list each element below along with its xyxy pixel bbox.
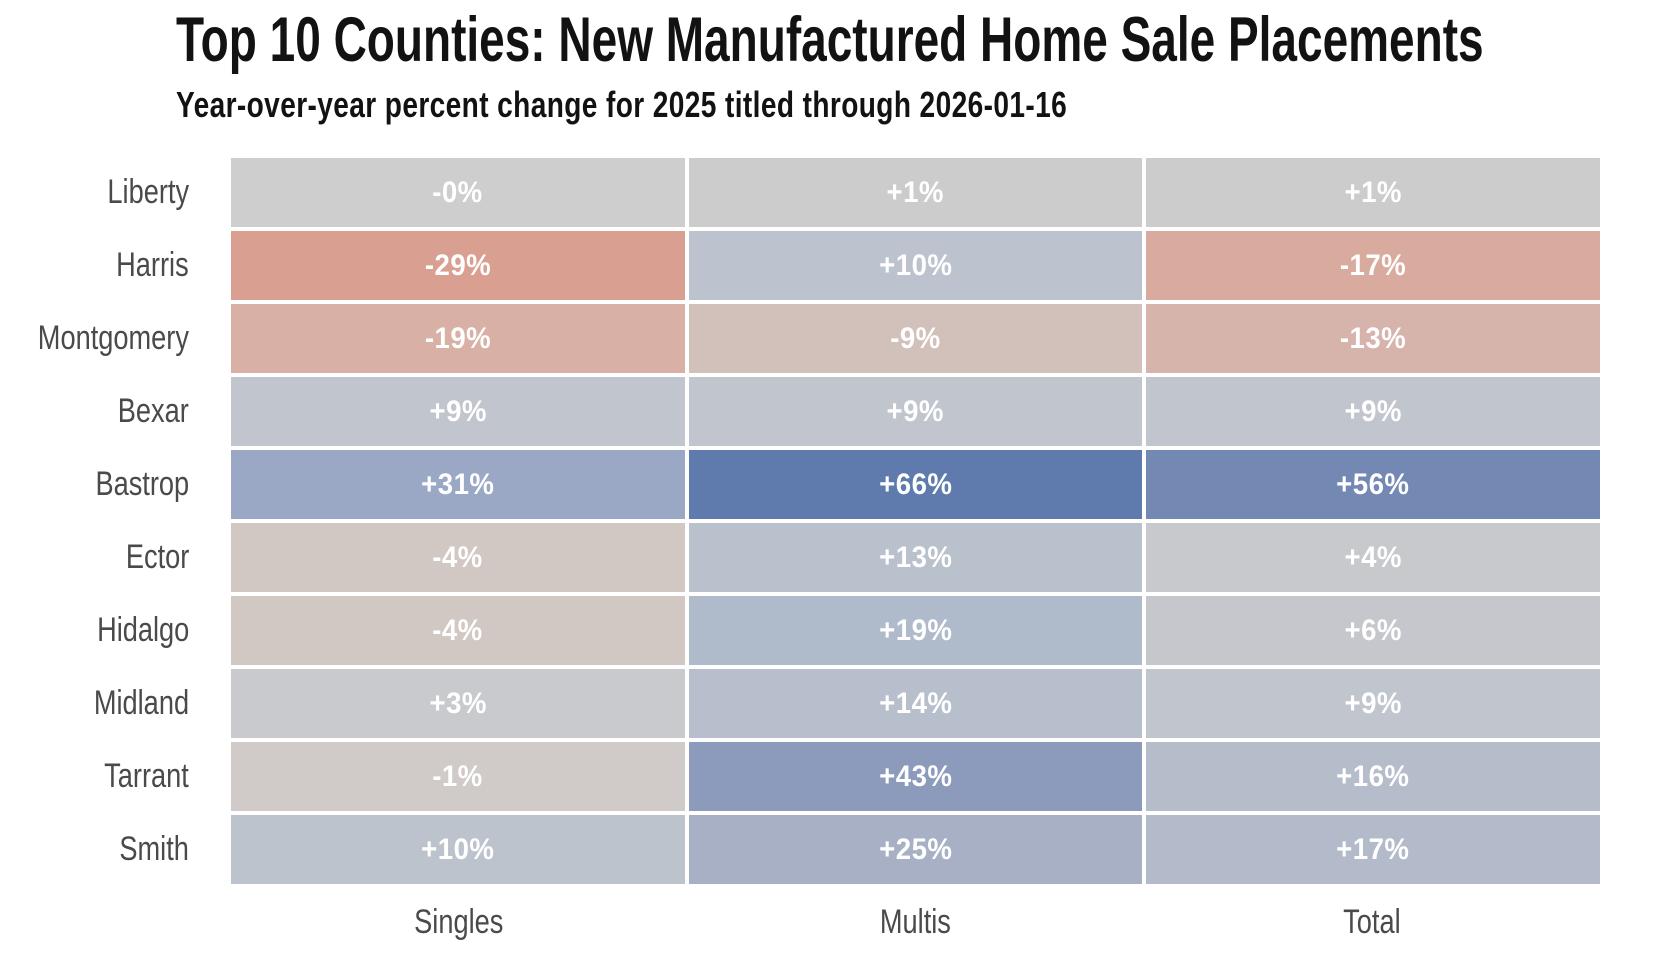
heatmap-cell-montgomery-total: -13% (1146, 304, 1600, 373)
cell-value: -13% (1340, 321, 1407, 355)
heatmap-cell-bexar-total: +9% (1146, 377, 1600, 446)
cell-value: +10% (421, 832, 495, 866)
cell-value: -4% (432, 540, 484, 574)
x-axis-category-labels: Singles Multis Total (231, 896, 1600, 948)
cell-value: +14% (878, 686, 953, 720)
cell-value: +3% (429, 686, 487, 720)
heatmap-cell-tarrant-singles: -1% (231, 742, 685, 811)
cell-value: +1% (1344, 175, 1402, 209)
heatmap-cell-ector-total: +4% (1146, 523, 1600, 592)
cell-value: +19% (878, 613, 953, 647)
chart-title: Top 10 Counties: New Manufactured Home S… (176, 5, 1484, 75)
y-axis-county-labels: Liberty Harris Montgomery Bexar Bastrop Ector… (0, 158, 189, 884)
heatmap-cell-tarrant-total: +16% (1146, 742, 1600, 811)
cell-value: +9% (1344, 394, 1402, 428)
cell-value: +31% (421, 467, 495, 501)
heatmap-cell-ector-multis: +13% (688, 523, 1143, 592)
heatmap-cell-bexar-multis: +9% (688, 377, 1143, 446)
row-label-hidalgo: Hidalgo (96, 611, 189, 649)
row-label-bexar: Bexar (117, 392, 189, 430)
heatmap-cell-montgomery-singles: -19% (231, 304, 685, 373)
heatmap-cell-midland-multis: +14% (688, 669, 1143, 738)
heatmap-cell-harris-multis: +10% (688, 231, 1143, 300)
cell-value: -19% (424, 321, 491, 355)
heatmap-cell-smith-multis: +25% (688, 815, 1143, 884)
heatmap-cell-ector-singles: -4% (231, 523, 685, 592)
cell-value: -17% (1340, 248, 1407, 282)
row-label-midland: Midland (93, 684, 189, 722)
cell-value: +16% (1336, 759, 1410, 793)
heatmap-cell-smith-total: +17% (1146, 815, 1600, 884)
cell-value: +9% (1344, 686, 1402, 720)
cell-value: +6% (1344, 613, 1402, 647)
cell-value: +56% (1336, 467, 1410, 501)
cell-value: +1% (886, 175, 945, 209)
heatmap-cell-tarrant-multis: +43% (688, 742, 1143, 811)
row-label-harris: Harris (116, 246, 189, 284)
row-label-liberty: Liberty (107, 173, 189, 211)
cell-value: +17% (1336, 832, 1410, 866)
heatmap-cell-hidalgo-multis: +19% (688, 596, 1143, 665)
heatmap-cell-midland-total: +9% (1146, 669, 1600, 738)
cell-value: +25% (878, 832, 953, 866)
cell-value: +43% (878, 759, 953, 793)
cell-value: +66% (878, 467, 953, 501)
col-label-total: Total (1343, 902, 1401, 941)
cell-value: -9% (890, 321, 941, 355)
row-label-smith: Smith (119, 830, 189, 868)
heatmap-cell-hidalgo-total: +6% (1146, 596, 1600, 665)
cell-value: +13% (878, 540, 953, 574)
heatmap-cell-liberty-total: +1% (1146, 158, 1600, 227)
row-label-bastrop: Bastrop (95, 465, 189, 503)
heatmap-cell-midland-singles: +3% (231, 669, 685, 738)
heatmap-cell-liberty-multis: +1% (688, 158, 1143, 227)
cell-value: +9% (886, 394, 945, 428)
cell-value: +10% (878, 248, 953, 282)
heatmap-cell-bastrop-singles: +31% (231, 450, 685, 519)
cell-value: -0% (432, 175, 484, 209)
heatmap-cell-bastrop-total: +56% (1146, 450, 1600, 519)
cell-value: -29% (424, 248, 491, 282)
cell-value: -1% (432, 759, 484, 793)
heatmap-cell-bexar-singles: +9% (231, 377, 685, 446)
heatmap-cell-harris-singles: -29% (231, 231, 685, 300)
heatmap-cell-bastrop-multis: +66% (688, 450, 1143, 519)
col-label-singles: Singles (414, 902, 504, 941)
heatmap-grid: -0% +1% +1% -29% +10% -17% -19% -9% -13% +9% +9% +9… (231, 158, 1600, 884)
chart-subtitle: Year-over-year percent change for 2025 t… (176, 84, 1068, 125)
row-label-ector: Ector (125, 538, 189, 576)
heatmap-cell-liberty-singles: -0% (231, 158, 685, 227)
row-label-montgomery: Montgomery (37, 319, 189, 357)
heatmap-cell-harris-total: -17% (1146, 231, 1600, 300)
cell-value: +4% (1344, 540, 1402, 574)
col-label-multis: Multis (879, 902, 952, 941)
heatmap-cell-smith-singles: +10% (231, 815, 685, 884)
heatmap-cell-hidalgo-singles: -4% (231, 596, 685, 665)
row-label-tarrant: Tarrant (104, 757, 189, 795)
heatmap-cell-montgomery-multis: -9% (688, 304, 1143, 373)
cell-value: -4% (432, 613, 484, 647)
cell-value: +9% (429, 394, 487, 428)
